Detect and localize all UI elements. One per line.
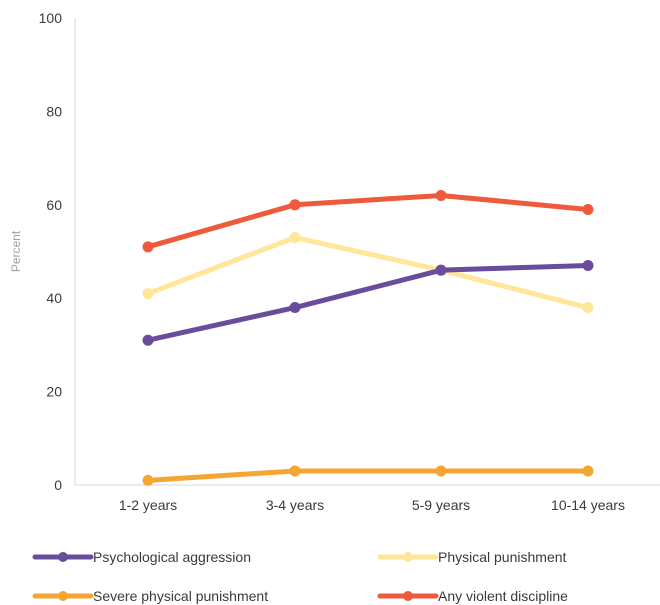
data-point <box>142 334 154 346</box>
x-tick-label: 1-2 years <box>119 497 177 513</box>
data-point <box>582 302 594 314</box>
series-any-violent-discipline <box>142 189 594 253</box>
series-line <box>145 234 591 311</box>
legend-item: Psychological aggression <box>32 549 251 565</box>
series-line <box>145 468 591 483</box>
y-tick-label: 60 <box>46 197 62 213</box>
x-tick-label: 5-9 years <box>412 497 470 513</box>
series-line <box>145 263 591 343</box>
y-axis-title: Percent <box>9 230 23 272</box>
data-point <box>435 264 447 276</box>
chart-axes <box>74 18 660 486</box>
y-tick-label: 80 <box>46 103 62 119</box>
legend-item: Physical punishment <box>377 549 567 565</box>
legend-marker <box>403 591 413 601</box>
legend-marker <box>403 552 413 562</box>
data-point <box>582 260 594 272</box>
series-psychological-aggression <box>142 260 594 346</box>
legend-label: Psychological aggression <box>93 549 251 565</box>
legend-marker <box>58 552 68 562</box>
series-physical-punishment <box>142 231 594 314</box>
data-point <box>435 189 447 201</box>
legend-label: Severe physical punishment <box>93 588 268 604</box>
legend-label: Physical punishment <box>438 549 567 565</box>
data-point <box>289 231 301 243</box>
data-point <box>289 465 301 477</box>
data-point <box>142 288 154 300</box>
y-tick-labels: 0 20 40 60 80 100 <box>39 10 63 493</box>
data-point <box>582 203 594 215</box>
legend-item: Severe physical punishment <box>32 588 268 604</box>
y-tick-label: 20 <box>46 384 62 400</box>
y-tick-label: 100 <box>39 10 63 26</box>
data-point <box>289 199 301 211</box>
x-tick-labels: 1-2 years 3-4 years 5-9 years 10-14 years <box>119 497 625 513</box>
data-point <box>582 465 594 477</box>
x-tick-label: 10-14 years <box>551 497 625 513</box>
x-tick-label: 3-4 years <box>266 497 324 513</box>
data-point <box>142 474 154 486</box>
y-tick-label: 40 <box>46 290 62 306</box>
data-point <box>142 241 154 253</box>
series-severe-physical-punishment <box>142 465 594 486</box>
legend-label: Any violent discipline <box>438 588 568 604</box>
legend-marker <box>58 591 68 601</box>
series-layer <box>142 189 594 486</box>
data-point <box>435 465 447 477</box>
y-tick-label: 0 <box>54 477 62 493</box>
series-line <box>145 192 591 250</box>
data-point <box>289 302 301 314</box>
legend: Psychological aggression Physical punishm… <box>32 549 568 604</box>
legend-item: Any violent discipline <box>377 588 568 604</box>
